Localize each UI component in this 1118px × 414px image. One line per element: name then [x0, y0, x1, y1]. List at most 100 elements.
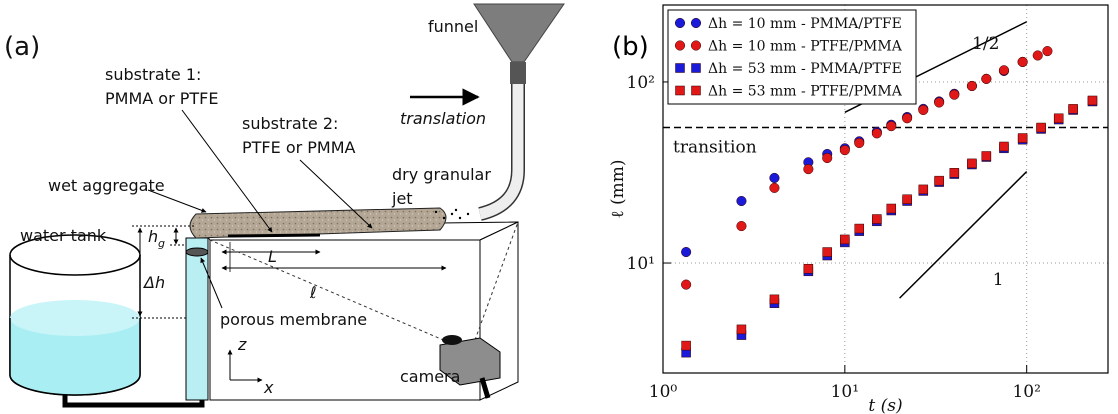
- camera-stand: [479, 377, 491, 399]
- data-point: [769, 172, 780, 183]
- view-line: [209, 239, 456, 346]
- x-axis-label: t (s): [868, 396, 902, 414]
- chart: (b) 10⁰ 10¹ 10² 10¹ 10² t (s) ℓ (mm) transition…: [608, 4, 1109, 414]
- data-point: [854, 137, 865, 149]
- label: jet: [391, 189, 413, 208]
- data-point: [949, 89, 960, 100]
- data-point: [769, 182, 780, 193]
- label: x: [263, 378, 274, 397]
- pointer: [299, 159, 373, 229]
- data-point: [918, 184, 929, 195]
- transition-label: transition: [673, 138, 757, 158]
- data-point: [1068, 104, 1078, 114]
- y-tick-label: 10¹: [627, 254, 655, 274]
- label: funnel: [428, 17, 478, 36]
- aggregate: [189, 207, 447, 239]
- data-point: [769, 294, 780, 305]
- diagram: (a) funnel substrate 1: PMMA or PTFE tra…: [4, 3, 565, 408]
- data-point: [822, 247, 832, 257]
- legend-marker: [690, 17, 702, 29]
- data-point: [981, 151, 992, 161]
- slope-label: 1/2: [972, 34, 999, 54]
- legend-label: Δh = 10 mm - PTFE/PMMA: [708, 39, 903, 55]
- x-tick-label: 10²: [1012, 382, 1040, 402]
- legend-label: Δh = 53 mm - PMMA/PTFE: [708, 61, 902, 77]
- data-point: [966, 80, 977, 92]
- data-point: [1087, 95, 1098, 106]
- data-point: [822, 152, 833, 164]
- label: PTFE or PMMA: [242, 138, 356, 157]
- data-point: [736, 195, 747, 207]
- legend-marker: [691, 63, 701, 73]
- data-point: [1032, 50, 1043, 61]
- y-tick-label: 10²: [627, 73, 655, 93]
- view-line: [474, 221, 519, 341]
- data-point: [981, 73, 992, 84]
- pointer: [200, 257, 223, 309]
- data-point: [803, 263, 814, 274]
- data-point: [1036, 122, 1046, 133]
- data-point: [934, 175, 944, 186]
- pointer: [181, 109, 273, 233]
- label: translation: [400, 109, 486, 128]
- slope-guide: [899, 171, 1028, 299]
- camera-lens: [442, 335, 462, 345]
- data-point: [902, 113, 913, 124]
- tube: [185, 237, 209, 401]
- data-point: [1053, 113, 1064, 124]
- legend-label: Δh = 10 mm - PMMA/PTFE: [708, 16, 902, 32]
- data-point: [918, 104, 929, 116]
- funnel-cone: [473, 3, 565, 63]
- data-point: [902, 194, 912, 205]
- water: [10, 318, 140, 395]
- legend-marker: [690, 40, 702, 51]
- x-tick-label: 10¹: [831, 382, 859, 402]
- legend-marker: [691, 85, 701, 96]
- data-point: [736, 221, 747, 232]
- slope-label: 1: [993, 270, 1004, 290]
- legend-marker: [674, 40, 686, 51]
- water-surface: [10, 300, 140, 336]
- data-point: [999, 141, 1009, 152]
- plot-frame: [662, 4, 1109, 374]
- label: water tank: [20, 226, 107, 245]
- legend-marker: [675, 63, 685, 73]
- data-point: [681, 246, 692, 258]
- label: wet aggregate: [48, 176, 165, 195]
- data-point: [872, 214, 882, 224]
- data-point: [736, 324, 747, 335]
- camera-body: [439, 337, 501, 386]
- label: h: [148, 227, 158, 246]
- x-tick-label: 10⁰: [649, 382, 678, 402]
- legend-marker: [674, 17, 686, 29]
- legend-marker: [675, 85, 685, 96]
- data-point: [949, 168, 960, 178]
- data-point: [840, 234, 850, 245]
- data-point: [681, 279, 692, 290]
- data-point: [934, 97, 945, 108]
- funnel-neck: [510, 62, 526, 84]
- data-point: [1017, 56, 1028, 67]
- panel-label: (b): [612, 32, 649, 62]
- label: L: [268, 247, 277, 266]
- label: z: [237, 335, 247, 354]
- label: porous membrane: [220, 310, 367, 329]
- data-point: [803, 164, 814, 175]
- label: Δh: [142, 273, 165, 292]
- data-point: [871, 128, 882, 139]
- data-point: [1042, 46, 1053, 57]
- label: camera: [400, 367, 460, 386]
- legend-box: [667, 9, 917, 105]
- membrane: [185, 247, 209, 257]
- label: dry granular: [392, 165, 491, 184]
- data-point: [886, 203, 897, 214]
- data-point: [998, 65, 1010, 76]
- data-point: [1017, 133, 1028, 143]
- pipe: [62, 395, 205, 408]
- label: substrate 2:: [242, 114, 338, 133]
- label: PMMA or PTFE: [105, 89, 218, 108]
- pointer: [147, 189, 207, 213]
- label: ℓ: [309, 283, 317, 302]
- label: g: [158, 237, 165, 250]
